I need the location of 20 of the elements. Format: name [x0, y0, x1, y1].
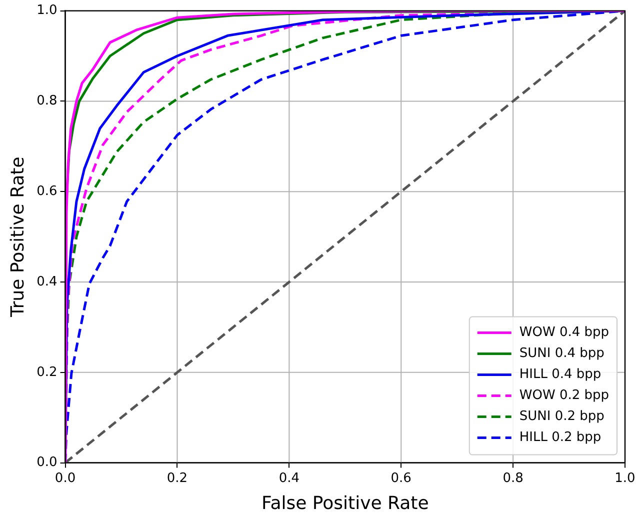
y-axis-title: True Positive Rate — [7, 156, 28, 318]
legend-label: WOW 0.2 bpp — [519, 388, 610, 404]
legend-label: WOW 0.4 bpp — [519, 325, 610, 340]
y-tick-label: 0.4 — [36, 274, 58, 290]
legend-label: HILL 0.4 bpp — [519, 367, 602, 382]
y-tick-label: 0.6 — [36, 184, 58, 199]
x-axis-title: False Positive Rate — [261, 492, 429, 514]
x-tick-label: 0.0 — [54, 470, 76, 486]
x-tick-label: 0.6 — [390, 470, 412, 486]
legend-label: SUNI 0.2 bpp — [519, 409, 604, 424]
legend-label: HILL 0.2 bpp — [519, 430, 602, 446]
y-tick-label: 0.2 — [36, 364, 58, 380]
x-tick-label: 0.2 — [166, 470, 188, 486]
x-tick-label: 1.0 — [614, 470, 636, 486]
x-tick-label: 0.8 — [502, 470, 524, 486]
x-tick-label: 0.4 — [278, 470, 300, 486]
legend-label: SUNI 0.4 bpp — [519, 346, 604, 362]
y-tick-label: 0.8 — [36, 94, 58, 109]
y-tick-label: 0.0 — [36, 455, 58, 470]
y-tick-label: 1.0 — [36, 3, 58, 18]
